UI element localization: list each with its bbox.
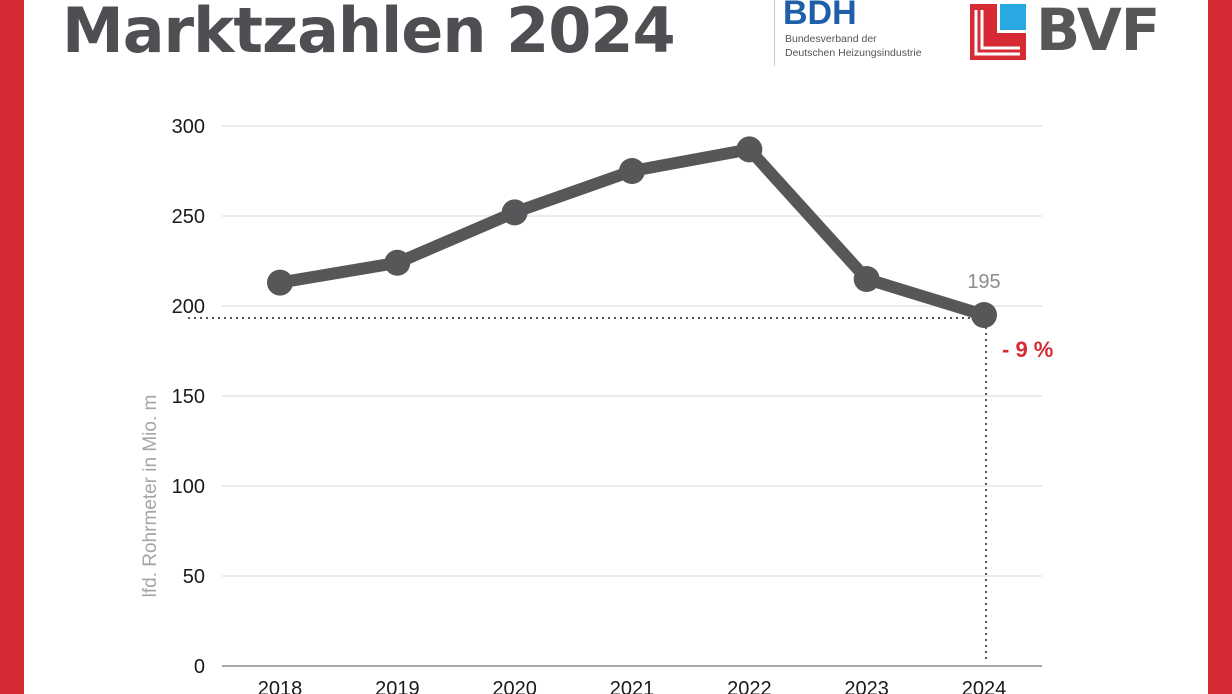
y-tick-label-50: 50 xyxy=(183,566,205,588)
data-point-2020 xyxy=(501,199,528,226)
data-label-2024: 195 xyxy=(967,271,1000,293)
bvf-logo: BVF xyxy=(970,0,1170,64)
bvf-logo-mark: BVF xyxy=(1036,0,1160,64)
labels: 0 50 100 150 200 250 300 2018 2019 2020 2021 2022 20… xyxy=(140,116,1053,694)
y-tick-label-250: 250 xyxy=(172,206,205,228)
data-point-2024 xyxy=(971,302,997,328)
y-tick-label-100: 100 xyxy=(172,476,205,498)
series xyxy=(267,136,997,328)
bdh-logo-mark: BDH xyxy=(783,0,857,32)
grid-lines xyxy=(222,125,1042,577)
data-point-2018 xyxy=(267,269,293,296)
y-axis-label: lfd. Rohrmeter in Mio. m xyxy=(140,395,161,598)
change-label-2024: - 9 % xyxy=(1002,337,1053,362)
bdh-logo: BDH Bundesverband der Deutschen Heizungs… xyxy=(774,0,955,66)
bvf-logo-icon xyxy=(970,4,1026,60)
frame-left-bar xyxy=(0,0,24,694)
x-tick-label-2022: 2022 xyxy=(727,678,772,694)
y-tick-label-0: 0 xyxy=(194,656,205,678)
bdh-logo-subtitle: Bundesverband der Deutschen Heizungsindu… xyxy=(785,33,922,59)
x-tick-label-2023: 2023 xyxy=(844,678,889,694)
data-point-2019 xyxy=(384,249,411,276)
x-tick-label-2020: 2020 xyxy=(492,678,537,694)
frame-right-bar xyxy=(1208,0,1232,694)
y-tick-label-150: 150 xyxy=(172,386,205,408)
y-tick-label-300: 300 xyxy=(172,116,205,138)
y-tick-label-200: 200 xyxy=(172,296,205,318)
data-point-2023 xyxy=(853,266,880,292)
x-tick-label-2024: 2024 xyxy=(962,678,1007,694)
page-title: Marktzahlen 2024 xyxy=(62,0,676,67)
data-point-2022 xyxy=(736,136,763,163)
x-tick-label-2019: 2019 xyxy=(375,678,420,694)
x-tick-label-2018: 2018 xyxy=(258,678,303,694)
data-point-2021 xyxy=(619,158,645,184)
guide-lines xyxy=(188,315,987,662)
x-tick-label-2021: 2021 xyxy=(610,678,655,694)
